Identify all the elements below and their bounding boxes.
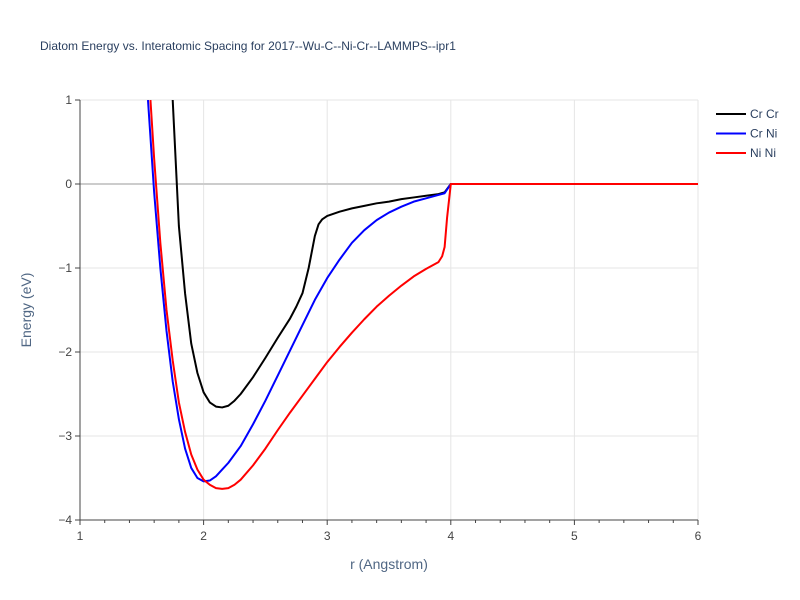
x-tick-label: 2 <box>200 529 207 543</box>
legend[interactable]: Cr Cr Cr Ni Ni Ni <box>716 107 779 160</box>
axis-layer <box>75 99 699 525</box>
y-axis-title: Energy (eV) <box>18 273 34 348</box>
x-tick-label: 6 <box>695 529 702 543</box>
x-tick-label: 1 <box>77 529 84 543</box>
legend-item-ni-ni[interactable]: Ni Ni <box>716 146 776 160</box>
y-tick-label: −3 <box>58 429 72 443</box>
tick-label-layer: 1 2 3 4 5 6 1 0 −1 −2 −3 −4 <box>58 93 701 543</box>
y-tick-label: 0 <box>65 177 72 191</box>
series-line-cr-cr <box>171 100 698 409</box>
grid-layer <box>80 99 699 520</box>
series-layer <box>146 100 698 490</box>
legend-item-cr-cr[interactable]: Cr Cr <box>716 107 779 121</box>
x-tick-label: 3 <box>324 529 331 543</box>
y-tick-label: −1 <box>58 261 72 275</box>
legend-item-cr-ni[interactable]: Cr Ni <box>716 127 777 141</box>
x-tick-label: 4 <box>447 529 454 543</box>
chart-title: Diatom Energy vs. Interatomic Spacing fo… <box>40 39 456 53</box>
series-line-cr-ni <box>146 100 698 483</box>
x-axis-title: r (Angstrom) <box>350 556 428 572</box>
legend-label: Cr Ni <box>750 127 777 141</box>
y-tick-label: −4 <box>58 513 72 527</box>
x-tick-label: 5 <box>571 529 578 543</box>
y-tick-label: 1 <box>65 93 72 107</box>
legend-label: Ni Ni <box>750 146 776 160</box>
series-line-ni-ni <box>149 100 698 490</box>
y-tick-label: −2 <box>58 345 72 359</box>
legend-label: Cr Cr <box>750 107 779 121</box>
